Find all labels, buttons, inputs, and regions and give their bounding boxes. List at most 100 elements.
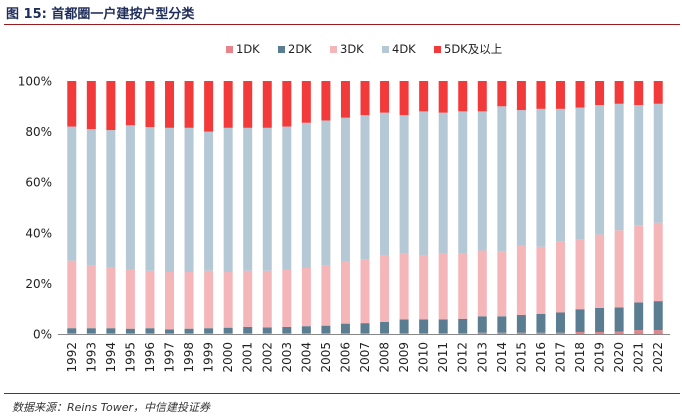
bar-2DK-2010 [419, 319, 429, 334]
bar-5DK及以上-2005 [321, 81, 331, 121]
bar-1DK-2000 [223, 333, 233, 334]
bar-3DK-2005 [321, 265, 331, 326]
legend-label-1DK: 1DK [236, 42, 260, 56]
bar-5DK及以上-1992 [67, 81, 77, 127]
bar-2DK-2011 [438, 319, 448, 334]
bar-2DK-1998 [184, 328, 194, 334]
x-tick-label: 2016 [534, 342, 548, 373]
bar-2DK-2014 [497, 316, 507, 333]
bar-5DK及以上-2000 [223, 81, 233, 128]
x-tick-label: 2013 [475, 342, 489, 373]
bar-2DK-1992 [67, 328, 77, 334]
x-tick-label: 1992 [65, 342, 79, 373]
bar-3DK-2019 [595, 234, 605, 308]
x-tick-label: 2009 [397, 342, 411, 373]
bar-1DK-2019 [595, 331, 605, 334]
bar-3DK-2000 [223, 272, 233, 328]
bar-2DK-2017 [555, 312, 565, 333]
bar-5DK及以上-2009 [399, 81, 409, 116]
bar-4DK-1992 [67, 126, 77, 261]
bar-3DK-1994 [106, 267, 116, 329]
bar-4DK-1998 [184, 127, 194, 273]
bar-4DK-2010 [419, 111, 429, 256]
bar-3DK-2007 [360, 259, 370, 324]
bar-4DK-2013 [477, 111, 487, 251]
x-tick-label: 1994 [104, 342, 118, 373]
bar-5DK及以上-1994 [106, 81, 116, 131]
x-tick-label: 1999 [202, 342, 216, 373]
x-tick-label: 2004 [299, 342, 313, 373]
bar-4DK-2014 [497, 106, 507, 252]
bar-3DK-2016 [536, 246, 546, 314]
x-tick-label: 2002 [260, 342, 274, 373]
x-tick-label: 2019 [593, 342, 607, 373]
bar-2DK-2000 [223, 327, 233, 334]
bar-2DK-2005 [321, 325, 331, 334]
x-tick-label: 2020 [612, 342, 626, 373]
source-note: 数据来源：Reins Tower，中信建投证券 [12, 401, 211, 414]
bar-1DK-2021 [634, 330, 644, 334]
bar-5DK及以上-1993 [86, 81, 96, 130]
bar-5DK及以上-2006 [340, 81, 350, 118]
bar-1DK-2012 [458, 333, 468, 334]
bar-3DK-2006 [340, 261, 350, 324]
bar-1DK-1997 [165, 333, 175, 334]
legend-swatch-4DK [382, 46, 389, 53]
figure-title: 图 15: 首都圈一户建按户型分类 [6, 7, 195, 22]
bar-5DK及以上-2008 [380, 81, 390, 113]
title-divider [4, 24, 680, 25]
bar-2DK-2018 [575, 309, 585, 332]
bar-2DK-2001 [243, 326, 253, 334]
bar-5DK及以上-2002 [262, 81, 272, 128]
bar-1DK-2007 [360, 333, 370, 334]
bar-4DK-2006 [340, 117, 350, 262]
bar-4DK-2018 [575, 107, 585, 240]
bar-2DK-1995 [125, 328, 135, 334]
bar-4DK-2017 [555, 108, 565, 242]
bar-1DK-2002 [262, 333, 272, 334]
bar-3DK-2021 [634, 225, 644, 303]
bar-1DK-2010 [419, 333, 429, 334]
bar-5DK及以上-2017 [555, 81, 565, 109]
y-tick-label: 0% [33, 328, 52, 342]
bar-4DK-1996 [145, 127, 155, 271]
bar-4DK-2019 [595, 105, 605, 235]
bar-4DK-1999 [204, 131, 214, 271]
bar-4DK-2020 [614, 103, 624, 231]
bar-2DK-1997 [165, 329, 175, 334]
x-tick-label: 2006 [338, 342, 352, 373]
bar-3DK-1995 [125, 269, 135, 329]
y-tick-label: 100% [18, 75, 52, 89]
x-tick-label: 1998 [182, 342, 196, 373]
bar-5DK及以上-2012 [458, 81, 468, 112]
legend-swatch-5DK及以上 [434, 46, 441, 53]
bar-2DK-2007 [360, 323, 370, 334]
bar-4DK-2003 [282, 126, 292, 270]
bar-3DK-2017 [555, 241, 565, 313]
y-tick-label: 80% [25, 125, 52, 139]
bar-3DK-2010 [419, 255, 429, 320]
bar-3DK-1999 [204, 270, 214, 329]
x-tick-label: 1993 [84, 342, 98, 373]
bar-3DK-2003 [282, 269, 292, 327]
bar-1DK-1995 [125, 333, 135, 334]
bar-4DK-1994 [106, 130, 116, 268]
bar-4DK-2022 [653, 103, 663, 223]
bar-5DK及以上-1998 [184, 81, 194, 128]
x-tick-label: 1995 [123, 342, 137, 373]
stacked-bar-chart: 0% 20% 40% 60% 80% 100% 1992 1993 1994 1995 1996 19… [18, 42, 670, 373]
y-tick-label: 20% [25, 277, 52, 291]
bar-1DK-2020 [614, 331, 624, 334]
bar-3DK-2008 [380, 255, 390, 322]
bar-1DK-1999 [204, 333, 214, 334]
bar-1DK-2013 [477, 332, 487, 334]
bar-1DK-2022 [653, 330, 663, 334]
bar-3DK-2009 [399, 253, 409, 320]
bar-4DK-2008 [380, 112, 390, 256]
bar-5DK及以上-1996 [145, 81, 155, 128]
bar-2DK-1996 [145, 328, 155, 334]
bar-5DK及以上-1997 [165, 81, 175, 128]
bar-4DK-2007 [360, 115, 370, 260]
bar-3DK-2002 [262, 270, 272, 328]
y-tick-label: 40% [25, 226, 52, 240]
